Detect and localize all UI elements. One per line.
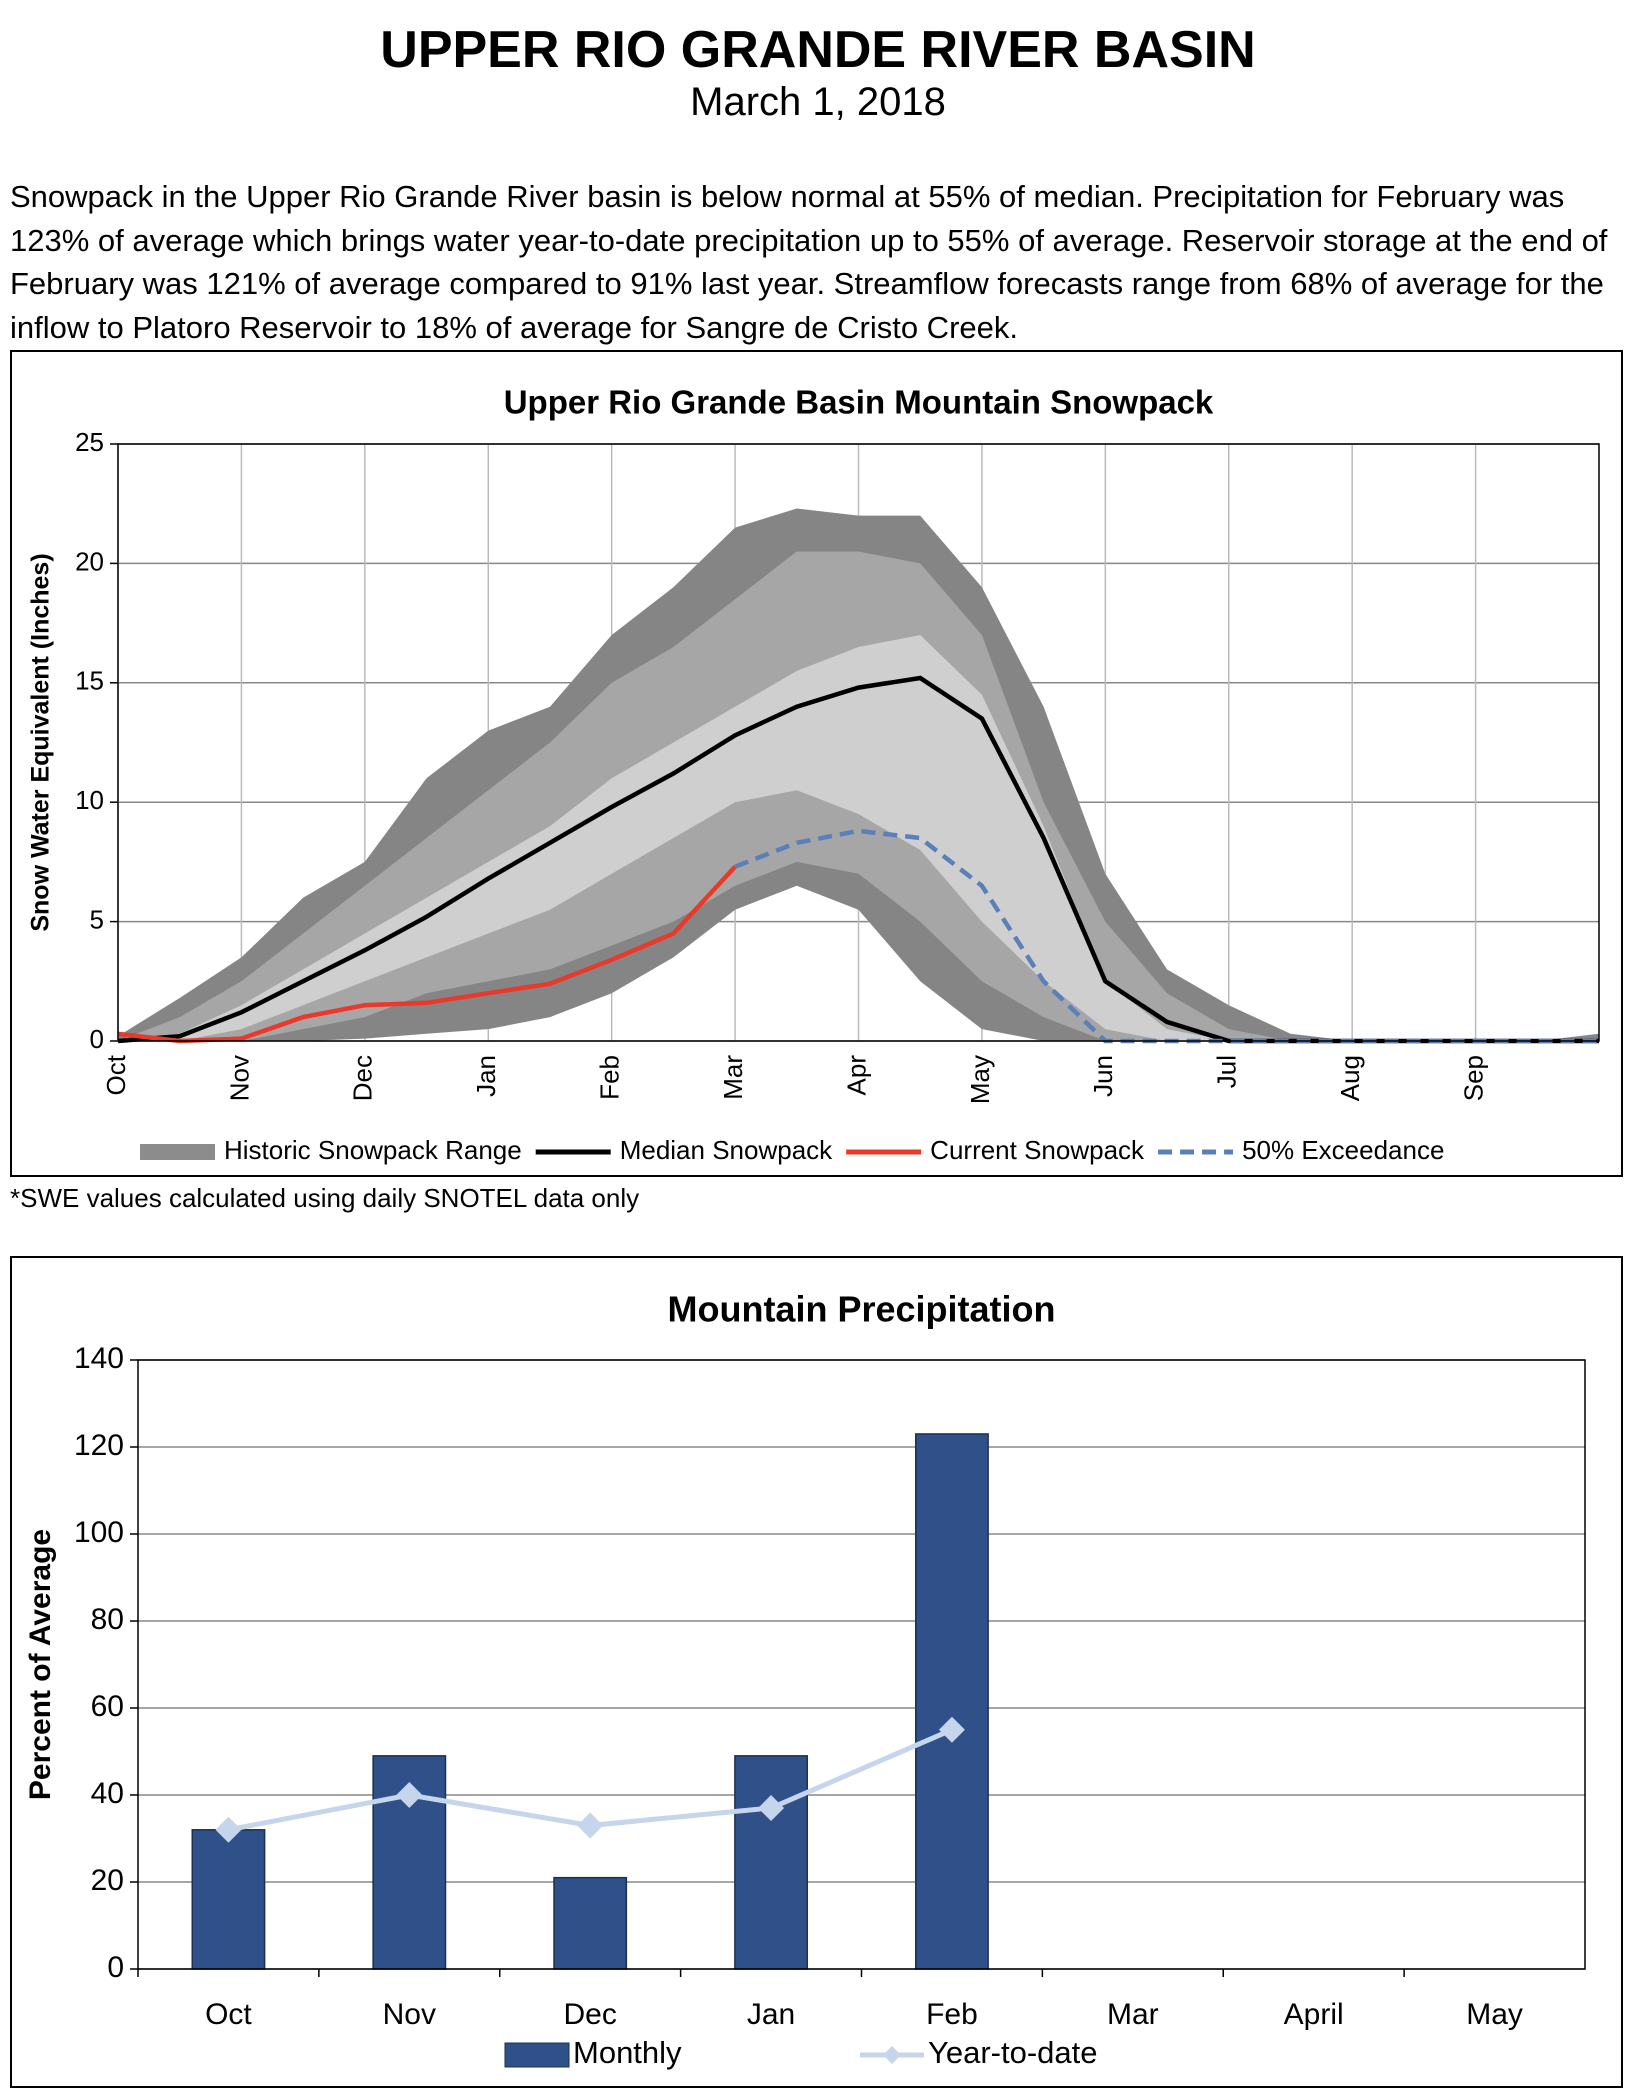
x-tick-label: Jul: [1212, 1055, 1242, 1088]
x-tick-label: Apr: [841, 1055, 871, 1096]
bar: [734, 1755, 808, 1970]
legend-label: Year-to-date: [928, 2035, 1097, 2070]
y-tick-label: 20: [91, 1864, 124, 1897]
snowpack-chart: Upper Rio Grande Basin Mountain Snowpack…: [10, 350, 1623, 1177]
plot-frame: [137, 1359, 1586, 1970]
x-tick-label: Oct: [205, 1998, 252, 2031]
x-tick-label: Dec: [348, 1055, 378, 1101]
bar: [191, 1829, 266, 1970]
y-axis-label: Percent of Average: [24, 1529, 57, 1800]
x-tick-label: Nov: [383, 1998, 436, 2031]
y-tick-label: 15: [75, 666, 104, 696]
y-tick-label: 0: [90, 1024, 104, 1054]
x-tick-label: Mar: [718, 1055, 748, 1100]
legend-swatch: [883, 2046, 901, 2064]
line-marker: [758, 1795, 785, 1822]
legend-swatch: [504, 2042, 570, 2068]
plot-frame: [117, 443, 1600, 1042]
chart-title: Upper Rio Grande Basin Mountain Snowpack: [504, 384, 1214, 421]
summary: Snowpack in the Upper Rio Grande River b…: [10, 179, 1608, 345]
footnote: *SWE values calculated using daily SNOTE…: [10, 1183, 640, 1213]
x-tick-label: Jan: [747, 1998, 795, 2031]
y-tick-label: 60: [91, 1690, 124, 1723]
x-tick-label: Sep: [1458, 1055, 1488, 1101]
x-tick-label: Oct: [101, 1054, 131, 1095]
x-tick-label: April: [1284, 1998, 1344, 2031]
legend-swatch: [140, 1144, 215, 1160]
x-tick-label: Dec: [564, 1998, 617, 2031]
y-tick-label: 140: [74, 1342, 124, 1375]
line-marker: [577, 1812, 604, 1839]
bar: [915, 1433, 989, 1970]
y-tick-label: 10: [75, 785, 104, 815]
line-marker: [396, 1782, 423, 1808]
y-axis-label: Snow Water Equivalent (Inches): [27, 553, 55, 931]
x-tick-label: Mar: [1107, 1998, 1159, 2031]
y-tick-label: 20: [75, 546, 104, 576]
x-tick-label: May: [965, 1055, 995, 1104]
x-tick-label: Jun: [1088, 1055, 1118, 1097]
x-tick-label: May: [1466, 1998, 1523, 2031]
chart-title: Mountain Precipitation: [667, 1289, 1055, 1330]
y-tick-label: 0: [107, 1951, 124, 1984]
y-tick-label: 100: [74, 1516, 124, 1549]
y-tick-label: 5: [90, 904, 104, 934]
chart-frame: [10, 1256, 1623, 2088]
y-tick-label: 120: [74, 1429, 124, 1462]
x-tick-label: Nov: [224, 1055, 254, 1101]
y-tick-label: 40: [91, 1777, 124, 1810]
line-marker: [938, 1716, 965, 1743]
x-tick-label: Jan: [471, 1055, 501, 1097]
x-tick-label: Feb: [595, 1055, 625, 1100]
y-tick-label: 80: [91, 1603, 124, 1636]
series-line: [117, 865, 737, 1044]
x-tick-label: Aug: [1335, 1055, 1365, 1101]
legend-label: Monthly: [573, 2035, 682, 2070]
chart-frame: [10, 350, 1623, 1177]
precip-chart: Mountain Precipitation Percent of Average…: [10, 1256, 1623, 2088]
page-title: UPPER RIO GRANDE RIVER BASIN: [380, 21, 1256, 79]
legend-label: Historic Snowpack Range: [224, 1135, 522, 1165]
bar: [553, 1876, 628, 1970]
x-tick-label: Feb: [926, 1998, 978, 2031]
page-date: March 1, 2018: [690, 80, 946, 124]
legend-label: Current Snowpack: [930, 1135, 1145, 1165]
y-tick-label: 25: [75, 427, 104, 457]
legend-label: Median Snowpack: [620, 1135, 833, 1165]
legend-label: 50% Exceedance: [1242, 1135, 1444, 1165]
line-marker: [215, 1816, 242, 1843]
